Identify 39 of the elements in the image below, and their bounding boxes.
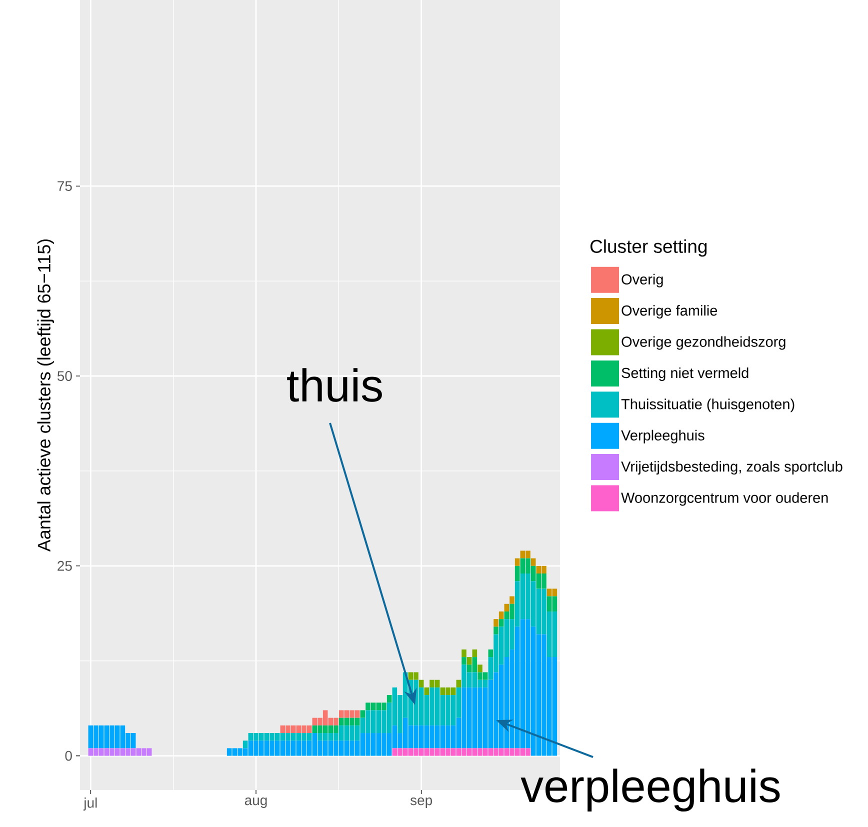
bar xyxy=(498,619,504,627)
bar xyxy=(418,680,424,688)
legend-label: Overig xyxy=(622,274,663,288)
bar xyxy=(498,611,504,620)
annotation: thuis xyxy=(287,368,382,402)
bar xyxy=(530,558,536,566)
bar xyxy=(424,687,430,696)
legend-label: Vrijetijdsbesteding, zoals sportclub xyxy=(621,461,842,475)
legend-label: Overige gezondheidszorg xyxy=(622,336,786,350)
annotation: verpleeghuis xyxy=(520,768,780,812)
bar xyxy=(360,710,366,718)
legend-label: Setting niet vermeld xyxy=(622,367,748,381)
bar xyxy=(478,664,482,672)
legend-label: Thuissituatie (huisgenoten) xyxy=(621,398,794,412)
bar xyxy=(504,604,510,612)
bar xyxy=(466,657,472,665)
y-axis-title: Aantal actieve clusters (leeftijd 65−115) xyxy=(37,239,54,552)
x-tick-label: sep xyxy=(410,798,432,808)
bar xyxy=(462,649,466,658)
bar xyxy=(494,626,498,634)
x-tick-label: jul xyxy=(83,798,97,811)
y-tick-label: 75 xyxy=(58,181,72,191)
x-tick-label: aug xyxy=(244,798,267,808)
bar xyxy=(514,558,520,566)
legend-label: Woonzorgcentrum voor ouderen xyxy=(621,492,828,506)
bar xyxy=(510,596,514,604)
legend-label: Overige familie xyxy=(622,305,718,319)
bar xyxy=(488,649,494,658)
legend-title: Cluster setting xyxy=(590,239,707,257)
y-tick-label: 0 xyxy=(65,750,72,761)
y-tick-label: 25 xyxy=(58,560,72,571)
bar xyxy=(386,695,392,703)
bar xyxy=(242,740,248,748)
bar xyxy=(462,657,466,665)
bar xyxy=(494,619,498,627)
y-tick-label: 50 xyxy=(57,371,72,381)
legend-label: Verpleeghuis xyxy=(621,430,704,444)
bar xyxy=(456,680,462,688)
bar xyxy=(472,649,478,658)
